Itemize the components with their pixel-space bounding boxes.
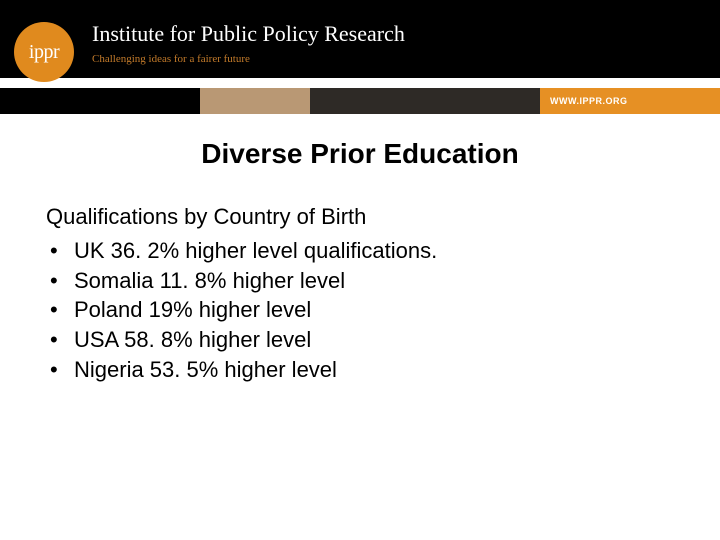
list-item: USA 58. 8% higher level	[46, 325, 674, 355]
bullet-list: UK 36. 2% higher level qualifications. S…	[46, 236, 674, 384]
stripe-row: WWW.IPPR.ORG	[0, 88, 720, 114]
stripe-black	[0, 88, 200, 114]
stripe-orange: WWW.IPPR.ORG	[540, 88, 720, 114]
list-item: UK 36. 2% higher level qualifications.	[46, 236, 674, 266]
header-titles: Institute for Public Policy Research Cha…	[92, 21, 405, 65]
logo-circle: ippr	[14, 22, 74, 82]
stripe-dark	[310, 88, 540, 114]
slide-title: Diverse Prior Education	[46, 138, 674, 170]
slide-subheading: Qualifications by Country of Birth	[46, 204, 674, 230]
institute-title: Institute for Public Policy Research	[92, 21, 405, 47]
list-item: Poland 19% higher level	[46, 295, 674, 325]
tagline: Challenging ideas for a fairer future	[92, 53, 405, 65]
list-item: Nigeria 53. 5% higher level	[46, 355, 674, 385]
website-label: WWW.IPPR.ORG	[550, 96, 628, 106]
header-gap	[0, 78, 720, 88]
list-item: Somalia 11. 8% higher level	[46, 266, 674, 296]
logo-text: ippr	[29, 41, 59, 64]
stripe-tan	[200, 88, 310, 114]
slide-content: Diverse Prior Education Qualifications b…	[0, 114, 720, 384]
header-bar: ippr Institute for Public Policy Researc…	[0, 0, 720, 78]
